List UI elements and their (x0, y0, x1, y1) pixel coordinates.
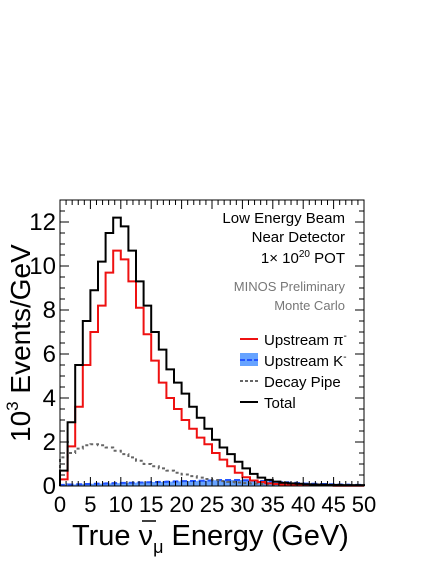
annotation-detector: Near Detector (251, 229, 345, 246)
x-tick-label: 0 (54, 492, 66, 517)
y-tick-label: 8 (43, 297, 56, 324)
x-tick-label: 5 (84, 492, 96, 517)
y-tick-label: 4 (43, 385, 56, 412)
x-tick-label: 40 (291, 492, 315, 517)
annotation-pot: 1× 1020 POT (260, 249, 345, 267)
series-kaon-line (59, 479, 365, 486)
y-tick-label: 10 (29, 253, 56, 280)
x-tick-label: 30 (230, 492, 254, 517)
x-axis-label: True νμ Energy (GeV) (72, 520, 349, 557)
annotation-minos: MINOS Preliminary (233, 279, 345, 294)
x-tick-label: 10 (109, 492, 133, 517)
x-tick-label: 50 (352, 492, 376, 517)
series-pion-line (59, 249, 365, 487)
x-tick-label: 20 (169, 492, 193, 517)
legend-label: Upstream π- (264, 331, 347, 349)
annotation-beam: Low Energy Beam (222, 210, 345, 227)
legend-label: Decay Pipe (264, 374, 341, 391)
y-tick-label: 0 (43, 473, 56, 500)
x-axis-ticks (59, 200, 365, 486)
y-tick-label: 12 (29, 209, 56, 236)
x-tick-label: 15 (139, 492, 163, 517)
y-axis-label: 103 Events/GeV (3, 244, 36, 442)
legend-label: Upstream K- (264, 352, 347, 370)
y-tick-label: 6 (43, 341, 56, 368)
y-axis-ticks (60, 199, 364, 487)
legend: Upstream π- Upstream K- Decay Pipe Total (240, 331, 347, 412)
annotation-mc: Monte Carlo (274, 298, 345, 313)
nu-symbol: ν (139, 520, 154, 552)
legend-label: Total (264, 395, 296, 412)
x-tick-label: 45 (321, 492, 345, 517)
x-tick-label: 35 (261, 492, 285, 517)
y-axis-label-group: 103 Events/GeV (3, 244, 36, 442)
x-tick-label: 25 (200, 492, 224, 517)
y-tick-label: 2 (43, 429, 56, 456)
